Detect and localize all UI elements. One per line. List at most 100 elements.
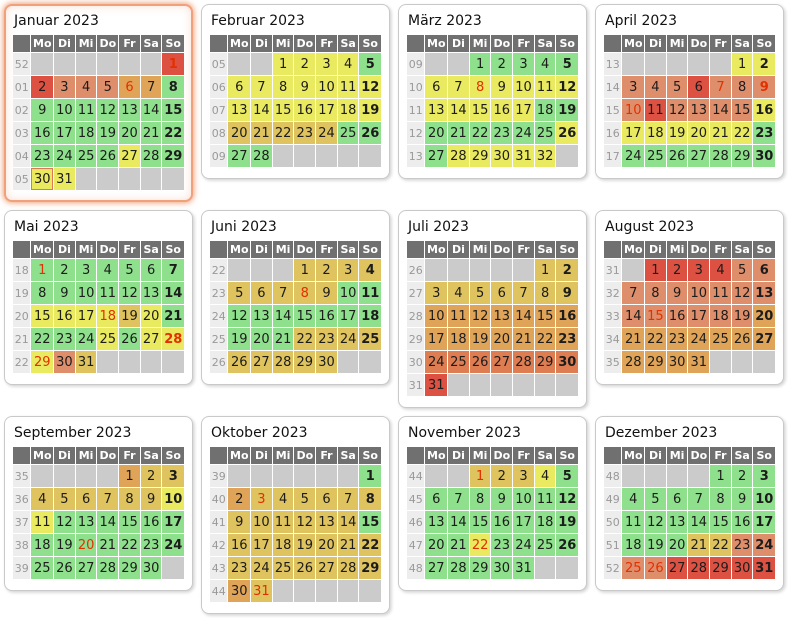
empty-cell	[556, 374, 578, 396]
day-cell: 5	[645, 488, 666, 510]
weekday-header: Mi	[469, 447, 491, 464]
day-cell: 2	[491, 53, 513, 75]
day-cell: 6	[316, 488, 337, 510]
empty-cell	[272, 145, 294, 167]
empty-cell	[622, 259, 645, 281]
day-cell: 12	[556, 488, 578, 510]
day-cell: 10	[753, 488, 775, 510]
day-cell: 7	[140, 76, 162, 98]
day-cell: 5	[54, 488, 75, 510]
day-cell: 22	[119, 534, 140, 556]
empty-cell	[294, 465, 316, 487]
weekday-header: Mi	[666, 241, 688, 258]
day-cell: 25	[272, 557, 294, 579]
day-cell: 19	[556, 511, 578, 533]
weekday-header: Fr	[710, 35, 731, 52]
day-cell: 12	[119, 282, 140, 304]
day-cell: 29	[162, 145, 184, 167]
day-cell: 31	[251, 580, 272, 602]
empty-cell	[162, 168, 184, 190]
day-cell: 10	[425, 305, 448, 327]
day-cell: 7	[688, 488, 710, 510]
empty-cell	[359, 145, 381, 167]
day-cell: 19	[228, 328, 251, 350]
empty-cell	[622, 53, 645, 75]
day-cell: 5	[469, 282, 491, 304]
week-row: 28 10 11 12 13 14 15 16	[407, 305, 578, 327]
day-cell: 23	[140, 534, 162, 556]
empty-cell	[710, 53, 731, 75]
day-cell: 14	[272, 305, 294, 327]
weekday-header: Mo	[425, 35, 448, 52]
week-number: 36	[13, 488, 31, 510]
weekday-header: Mo	[622, 447, 645, 464]
weekday-header-row: Mo Di Mi Do Fr Sa So	[407, 241, 578, 258]
day-cell: 8	[294, 282, 316, 304]
day-cell: 9	[228, 511, 251, 533]
day-cell: 3	[251, 488, 272, 510]
day-cell: 3	[337, 259, 359, 281]
week-number: 11	[407, 99, 425, 121]
day-cell: 19	[556, 99, 578, 121]
day-cell: 12	[556, 76, 578, 98]
day-cell: 9	[294, 76, 316, 98]
day-cell: 25	[97, 328, 119, 350]
month-panel: September 2023 Mo Di Mi Do Fr Sa So 35 1 2 3 36 4 5 6…	[4, 416, 193, 591]
day-cell: 5	[294, 488, 316, 510]
day-cell: 20	[425, 122, 448, 144]
day-cell: 18	[31, 534, 54, 556]
day-cell: 9	[666, 282, 688, 304]
day-cell: 18	[337, 99, 359, 121]
weekday-header: Di	[448, 447, 469, 464]
day-cell: 11	[710, 282, 731, 304]
day-cell: 4	[75, 76, 97, 98]
week-number: 14	[604, 76, 622, 98]
day-cell: 7	[448, 76, 469, 98]
week-row: 31 1 2 3 4 5 6	[604, 259, 775, 281]
week-row: 48 27 28 29 30 31	[407, 557, 578, 579]
day-cell: 23	[54, 328, 75, 350]
day-cell: 6	[753, 259, 775, 281]
day-cell: 10	[54, 99, 75, 121]
week-number: 51	[604, 534, 622, 556]
day-cell: 27	[688, 145, 710, 167]
day-cell: 11	[97, 282, 119, 304]
day-cell: 13	[228, 99, 251, 121]
day-cell: 18	[359, 305, 381, 327]
week-row: 09 27 28	[210, 145, 381, 167]
week-row: 35 1 2 3	[13, 465, 184, 487]
day-cell: 8	[359, 488, 381, 510]
month-calendar: Mo Di Mi Do Fr Sa So 05 1 2 3 4 5 06 6 7 8 9 10 11 12 07 13 14…	[209, 34, 382, 168]
week-number: 04	[13, 145, 31, 167]
day-cell: 18	[272, 534, 294, 556]
day-cell: 30	[54, 351, 75, 373]
weekday-header: Do	[294, 241, 316, 258]
week-row: 43 23 24 25 26 27 28 29	[210, 557, 381, 579]
week-number: 09	[210, 145, 228, 167]
day-cell: 11	[448, 305, 469, 327]
empty-cell	[294, 580, 316, 602]
week-number: 52	[604, 557, 622, 579]
day-cell: 4	[97, 259, 119, 281]
day-cell: 3	[425, 282, 448, 304]
week-row: 22 29 30 31	[13, 351, 184, 373]
day-cell: 3	[622, 76, 645, 98]
day-cell: 6	[688, 76, 710, 98]
week-number: 50	[604, 511, 622, 533]
month-calendar: Mo Di Mi Do Fr Sa So 13 1 2 14 3 4 5 6 7 8 9 15 10 11 12 13 14…	[603, 34, 776, 168]
day-cell: 19	[294, 534, 316, 556]
day-cell: 24	[54, 145, 75, 167]
day-cell: 3	[54, 76, 75, 98]
week-number: 12	[407, 122, 425, 144]
weekday-header: Di	[251, 241, 272, 258]
week-number: 01	[13, 76, 31, 98]
weekday-header: Mi	[75, 447, 97, 464]
week-row: 14 3 4 5 6 7 8 9	[604, 76, 775, 98]
day-cell: 14	[688, 511, 710, 533]
day-cell: 10	[251, 511, 272, 533]
month-calendar: Mo Di Mi Do Fr Sa So 31 1 2 3 4 5 6 32 7 8 9 10 11 12 13 33 14…	[603, 240, 776, 374]
week-number: 38	[13, 534, 31, 556]
empty-cell	[688, 465, 710, 487]
day-cell: 20	[251, 328, 272, 350]
empty-cell	[316, 580, 337, 602]
